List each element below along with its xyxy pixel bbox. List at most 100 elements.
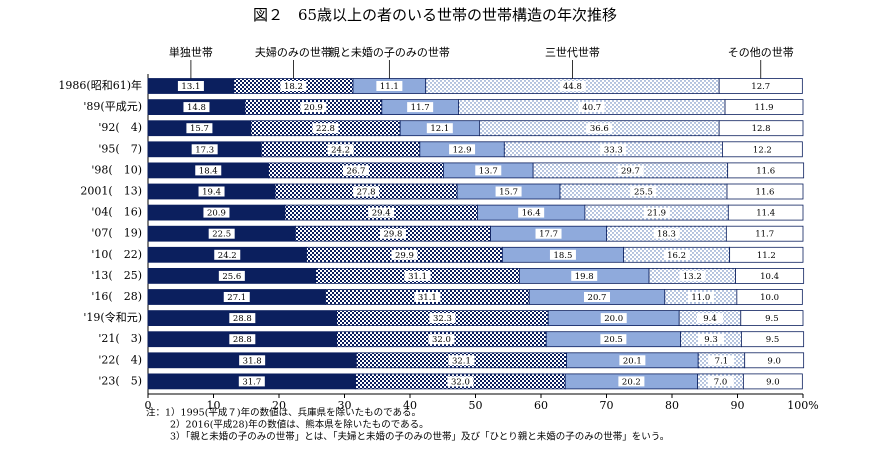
- value-label: 12.8: [752, 124, 771, 134]
- label-box: [749, 144, 776, 155]
- label-box: [239, 355, 266, 366]
- label-box: [752, 207, 779, 218]
- label-box: [600, 334, 627, 345]
- value-label: 25.6: [222, 272, 241, 282]
- value-label: 9.0: [766, 377, 780, 387]
- value-label: 31.8: [243, 356, 262, 366]
- label-box: [368, 207, 395, 218]
- value-label: 9.4: [703, 314, 717, 324]
- label-box: [758, 313, 785, 324]
- label-box: [679, 270, 706, 281]
- value-label: 24.2: [331, 145, 350, 155]
- label-box: [759, 334, 786, 345]
- value-label: 13.1: [181, 82, 200, 92]
- label-box: [747, 81, 774, 91]
- label-box: [600, 144, 627, 155]
- chart-title: 図２ 65歳以上の者のいる世帯の世帯構造の年次推移: [253, 6, 617, 24]
- label-box: [342, 165, 369, 176]
- value-label: 28.8: [233, 335, 252, 345]
- value-label: 26.7: [346, 166, 365, 176]
- label-box: [391, 249, 418, 260]
- value-label: 13.7: [479, 166, 498, 176]
- value-label: 17.3: [195, 145, 214, 155]
- value-label: 20.5: [604, 335, 623, 345]
- x-tick-label: 20: [272, 399, 286, 412]
- row-label: 1986(昭和61)年: [58, 78, 142, 92]
- value-label: 31.1: [408, 272, 427, 282]
- label-box: [535, 228, 562, 239]
- legend-label: その他の世帯: [728, 46, 794, 59]
- label-box: [630, 186, 657, 197]
- value-label: 17.7: [539, 230, 558, 240]
- row-label: '92( 4): [98, 121, 142, 134]
- row-label: '16( 28): [91, 290, 142, 303]
- value-label: 28.8: [233, 314, 252, 324]
- label-box: [617, 165, 644, 176]
- value-label: 11.2: [757, 251, 776, 261]
- row-label: 2001( 13): [80, 185, 142, 198]
- value-label: 20.1: [623, 356, 642, 366]
- label-box: [753, 249, 780, 260]
- value-label: 44.8: [563, 82, 582, 92]
- label-box: [752, 165, 779, 176]
- value-label: 20.7: [588, 293, 607, 303]
- value-label: 20.0: [604, 314, 623, 324]
- label-box: [752, 186, 779, 197]
- row-label: '22( 4): [98, 353, 142, 366]
- label-box: [448, 355, 475, 366]
- label-box: [414, 292, 441, 302]
- label-box: [748, 123, 775, 134]
- value-label: 12.1: [430, 124, 449, 134]
- label-box: [407, 102, 434, 113]
- x-tick-label: 40: [403, 399, 417, 412]
- label-box: [177, 81, 204, 91]
- value-label: 15.7: [190, 124, 209, 134]
- label-box: [426, 123, 453, 134]
- label-box: [751, 102, 778, 113]
- label-box: [549, 249, 576, 260]
- row-label: '07( 19): [91, 227, 142, 240]
- label-box: [708, 355, 735, 366]
- row-label: '89(平成元): [83, 100, 142, 113]
- label-box: [687, 292, 714, 302]
- value-label: 14.8: [187, 103, 206, 113]
- value-label: 29.7: [621, 166, 640, 176]
- label-box: [696, 313, 723, 324]
- value-label: 19.8: [575, 272, 594, 282]
- note: 注：1）1995(平成７)年の数値は、兵庫県を除いたものである。: [146, 407, 421, 419]
- value-label: 32.1: [452, 356, 471, 366]
- row-label: '21( 3): [98, 332, 142, 345]
- value-label: 27.8: [357, 188, 376, 198]
- label-box: [697, 334, 724, 345]
- row-label: '04( 16): [91, 206, 142, 219]
- value-label: 12.9: [453, 145, 472, 155]
- value-label: 11.0: [691, 293, 710, 303]
- label-box: [195, 165, 222, 176]
- label-box: [214, 249, 241, 260]
- value-label: 22.5: [212, 230, 231, 240]
- value-label: 11.1: [380, 82, 399, 92]
- label-box: [578, 102, 605, 113]
- value-label: 11.9: [755, 103, 774, 113]
- value-label: 11.6: [756, 188, 775, 198]
- label-box: [600, 313, 627, 324]
- value-label: 18.5: [553, 251, 572, 261]
- label-box: [238, 376, 265, 387]
- row-label: '95( 7): [98, 142, 142, 155]
- value-label: 7.1: [715, 356, 729, 366]
- value-label: 12.7: [751, 82, 770, 92]
- x-tick-label: 30: [338, 399, 352, 412]
- label-box: [327, 144, 354, 155]
- value-label: 11.6: [756, 166, 775, 176]
- value-label: 16.2: [667, 251, 686, 261]
- value-label: 9.3: [704, 335, 718, 345]
- label-box: [300, 102, 327, 113]
- x-tick-label: 50: [469, 399, 483, 412]
- value-label: 32.3: [433, 314, 452, 324]
- x-tick-label: 0: [145, 399, 152, 412]
- value-label: 20.9: [207, 209, 226, 219]
- label-box: [186, 123, 213, 134]
- label-box: [353, 186, 380, 197]
- label-box: [559, 81, 586, 91]
- value-label: 11.4: [756, 209, 775, 219]
